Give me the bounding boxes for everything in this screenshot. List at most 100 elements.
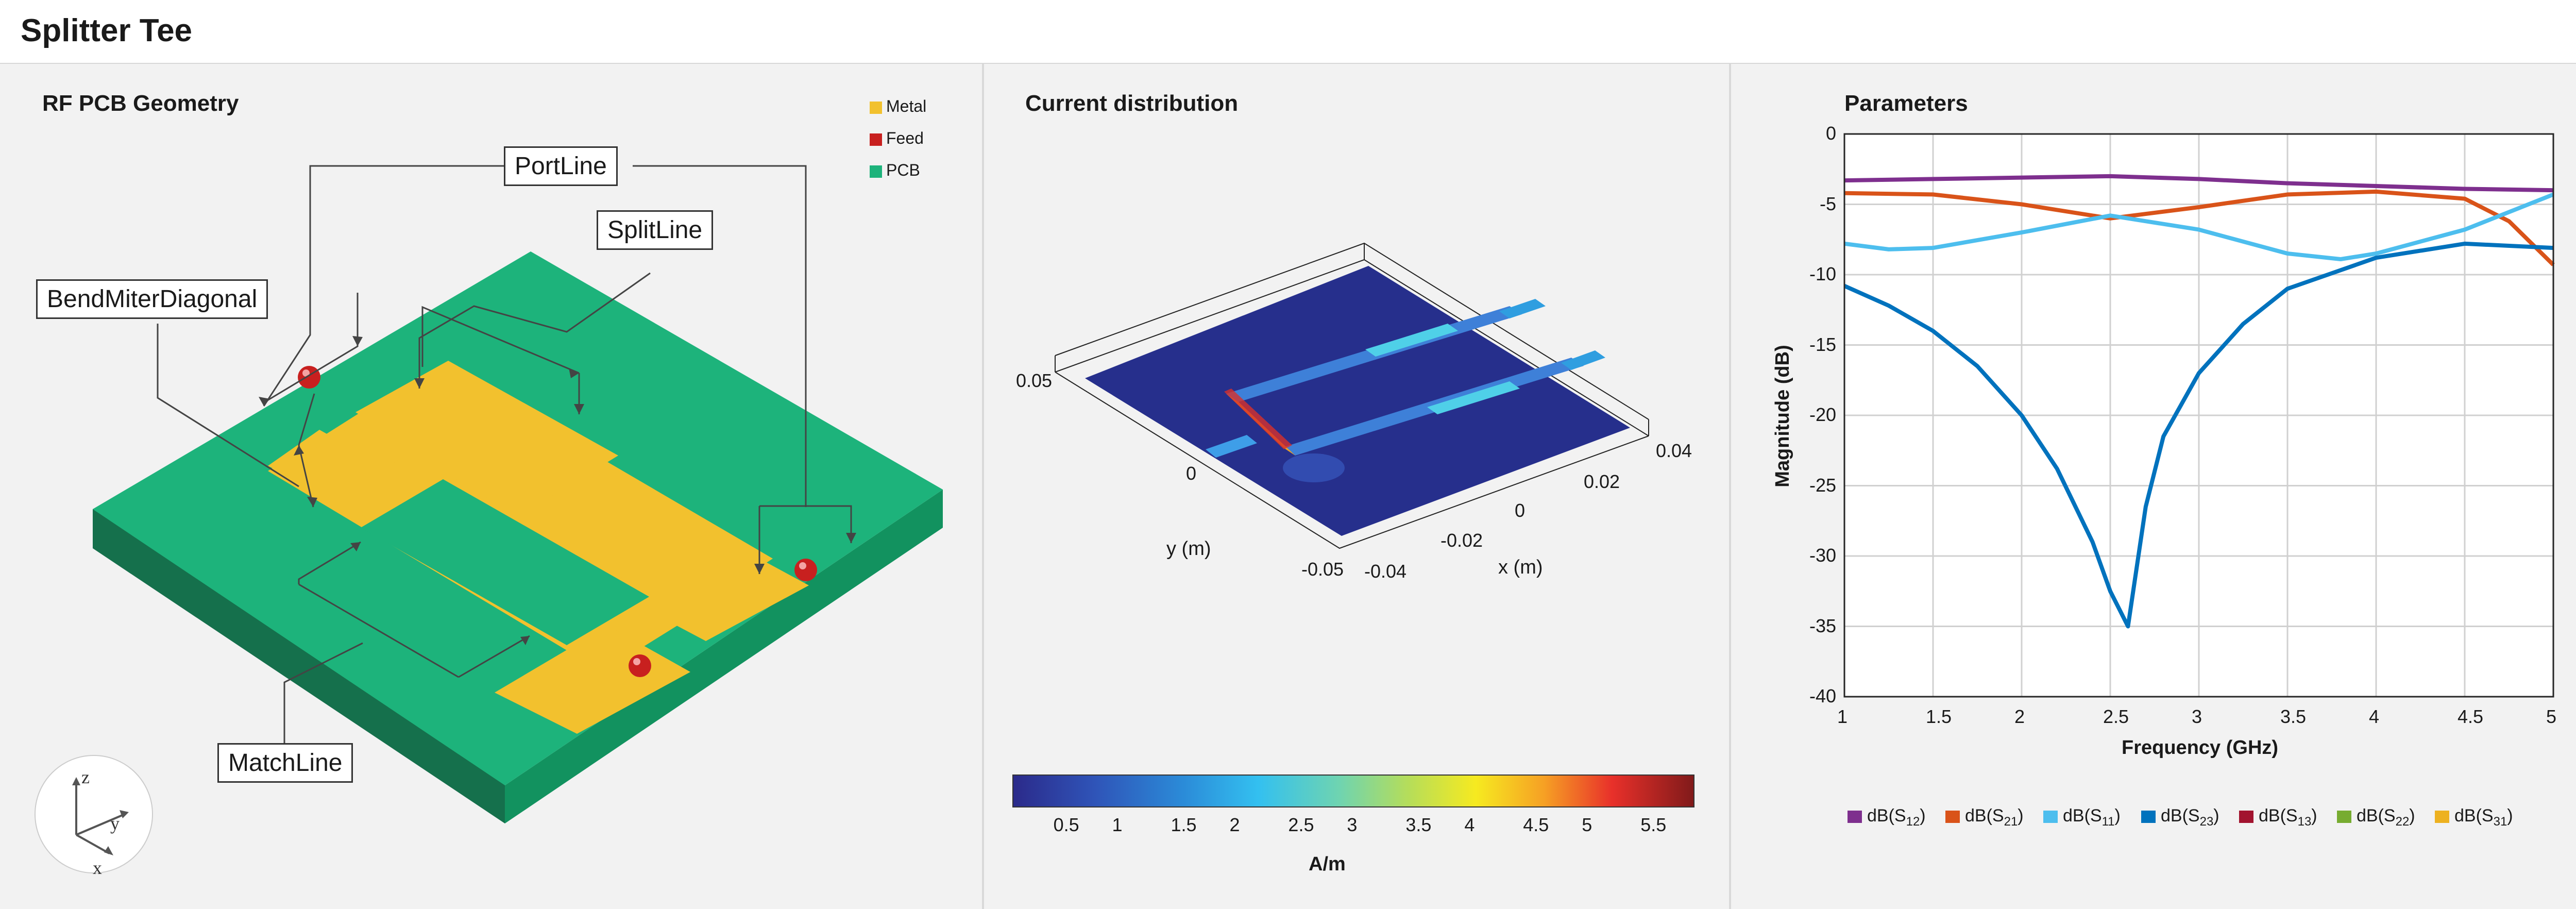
app-title: Splitter Tee	[21, 13, 193, 48]
legend-swatch	[2141, 811, 2156, 823]
x-tick-label: 3.5	[2280, 706, 2307, 727]
current-traces	[1206, 299, 1605, 458]
colorbar-tick-label: 4	[1464, 814, 1475, 835]
panel-divider-1[interactable]	[982, 64, 984, 909]
metal-mid-strip	[350, 389, 495, 467]
legend-subscript: 13	[2297, 814, 2312, 829]
colorbar-tick-label: 2	[1229, 814, 1240, 835]
triad-y-label: y	[110, 813, 120, 834]
colorbar-tick-label: 5	[1582, 814, 1592, 835]
series-line-11	[1844, 192, 2554, 261]
legend-item-31: dB(S31)	[2435, 806, 2513, 829]
callout-bend-miter: BendMiterDiagonal	[36, 279, 268, 319]
legend-item-23: dB(S23)	[2141, 806, 2219, 829]
y-tick-label: -5	[1819, 193, 1836, 214]
colorbar-tick-label: 5.5	[1640, 814, 1667, 835]
legend-item-12: dB(S12)	[1848, 806, 1926, 829]
geometry-panel: RF PCB Geometry Metal Feed PCB	[0, 64, 982, 909]
legend-subscript: 23	[2199, 814, 2214, 829]
x-tick-label: 0.04	[1656, 440, 1692, 461]
x-tick-label: 0.02	[1584, 471, 1620, 492]
x-tick-label: 4	[2369, 706, 2380, 727]
x-tick-label: 4.5	[2458, 706, 2484, 727]
legend-swatch	[2435, 811, 2449, 823]
legend-label: Feed	[886, 129, 924, 147]
x-tick-label: 5	[2546, 706, 2557, 727]
y-tick-label: -20	[1809, 404, 1836, 425]
pcb-board-right-side-face	[505, 490, 943, 823]
x-tick-label: -0.04	[1364, 561, 1407, 582]
legend-label: dB(S11)	[2063, 806, 2121, 829]
triad-z-label: z	[81, 767, 90, 787]
callout-leader-lines	[157, 165, 852, 754]
current-distribution-plot[interactable]	[984, 64, 1729, 909]
legend-label: PCB	[886, 161, 920, 179]
metal-match-strip	[495, 626, 690, 734]
x-tick-label: -0.02	[1440, 530, 1483, 551]
feed-sphere	[298, 366, 320, 389]
feed-sphere	[302, 369, 310, 377]
legend-subscript: 21	[2004, 814, 2018, 829]
callout-arrowheads	[259, 336, 856, 645]
colorbar-label: A/m	[1309, 853, 1346, 875]
current-glow	[1283, 453, 1345, 482]
legend-label: dB(S21)	[1965, 806, 2024, 829]
y-tick-label: -25	[1809, 474, 1836, 496]
current-panel-title: Current distribution	[1025, 91, 1239, 116]
colorbar-tick-label: 2.5	[1288, 814, 1314, 835]
y-tick-label: 0	[1186, 463, 1197, 484]
legend-subscript: 31	[2493, 814, 2507, 829]
legend-item-22: dB(S22)	[2337, 806, 2415, 829]
x-axis-label: x (m)	[1498, 557, 1543, 578]
legend-item-13: dB(S13)	[2239, 806, 2317, 829]
3d-axes-box	[1055, 242, 1649, 549]
pcb-geometry-plot[interactable]	[0, 64, 982, 909]
parameters-panel: Parameters 1 1.5 2 2.5 3 3.5 4 4.5 5 0 -5 -10 -15 -20…	[1731, 64, 2576, 909]
parameters-panel-title: Parameters	[1844, 91, 1968, 116]
x-axis-label: Frequency (GHz)	[2122, 737, 2279, 759]
colorbar-tick-label: 3.5	[1405, 814, 1432, 835]
legend-item-feed: Feed	[870, 129, 924, 148]
legend-item-11: dB(S11)	[2043, 806, 2121, 829]
legend-item-21: dB(S21)	[1945, 806, 2024, 829]
y-axis-label: y (m)	[1166, 538, 1211, 560]
legend-label: dB(S12)	[1867, 806, 1926, 829]
legend-swatch	[1848, 811, 1862, 823]
y-tick-label: -40	[1809, 685, 1836, 706]
legend-swatch	[870, 133, 882, 146]
x-tick-label: 1	[1837, 706, 1848, 727]
legend-item-metal: Metal	[870, 97, 926, 116]
y-tick-label: -35	[1809, 615, 1836, 636]
legend-label: dB(S23)	[2161, 806, 2219, 829]
legend-label: Metal	[886, 97, 927, 115]
colorbar[interactable]	[1012, 775, 1694, 807]
y-tick-label: -0.05	[1301, 559, 1344, 580]
colorbar-tick-label: 1	[1112, 814, 1123, 835]
current-panel: Current distribution	[984, 64, 1729, 909]
legend-swatch	[1945, 811, 1960, 823]
callout-port-line: PortLine	[504, 146, 618, 186]
legend-subscript: 12	[1906, 814, 1920, 829]
triad-x-label: x	[93, 857, 102, 876]
s-parameter-chart[interactable]	[1731, 64, 2576, 909]
feed-sphere	[794, 559, 817, 581]
legend-subscript: 22	[2395, 814, 2410, 829]
series-line-21	[1844, 189, 2555, 266]
legend-label: dB(S22)	[2357, 806, 2415, 829]
legend-swatch	[2043, 811, 2058, 823]
x-tick-label: 0	[1515, 500, 1526, 521]
y-tick-label: -10	[1809, 263, 1836, 284]
panel-divider-2[interactable]	[1729, 64, 1731, 909]
feed-sphere	[799, 562, 806, 569]
pcb-gap-between-lines	[361, 479, 649, 645]
title-bar: Splitter Tee	[0, 0, 2576, 64]
axes-triad[interactable]: z y x	[32, 752, 156, 876]
y-tick-label: 0.05	[1016, 370, 1053, 391]
pcb-board-left-side-face	[93, 509, 505, 823]
colorbar-tick-label: 4.5	[1523, 814, 1549, 835]
y-tick-label: 0	[1825, 123, 1836, 144]
legend-label: dB(S31)	[2454, 806, 2513, 829]
series-line-23	[1843, 241, 2554, 629]
legend-swatch	[870, 165, 882, 178]
plot-frame	[1843, 133, 2554, 698]
